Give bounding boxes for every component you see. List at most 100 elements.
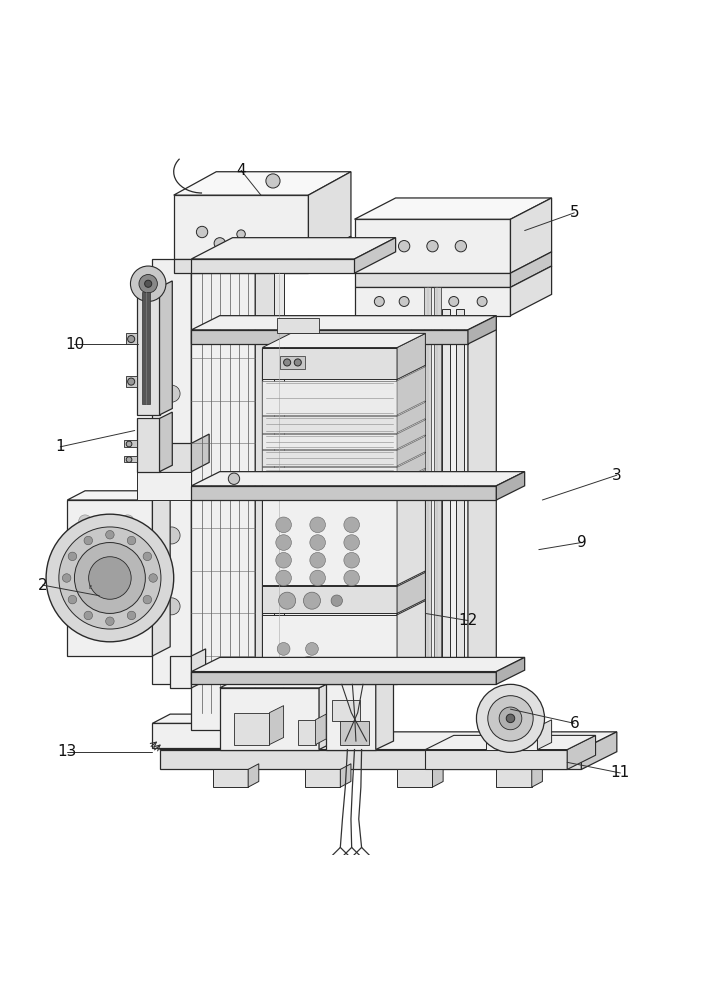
- Circle shape: [284, 359, 291, 366]
- Polygon shape: [191, 238, 396, 259]
- Polygon shape: [532, 764, 542, 787]
- Polygon shape: [397, 572, 425, 613]
- Bar: [274, 273, 284, 677]
- Polygon shape: [255, 243, 284, 730]
- Polygon shape: [397, 402, 425, 433]
- Circle shape: [298, 657, 318, 677]
- Polygon shape: [191, 259, 255, 730]
- Polygon shape: [567, 735, 596, 769]
- Polygon shape: [191, 672, 496, 684]
- Circle shape: [89, 557, 131, 599]
- Polygon shape: [397, 333, 425, 379]
- Polygon shape: [160, 412, 172, 472]
- Polygon shape: [262, 615, 397, 684]
- Bar: [442, 309, 450, 677]
- Polygon shape: [152, 443, 191, 472]
- Circle shape: [121, 600, 134, 613]
- Text: 9: 9: [576, 535, 586, 550]
- Circle shape: [303, 592, 320, 609]
- Circle shape: [130, 266, 166, 301]
- Circle shape: [163, 527, 180, 544]
- Polygon shape: [496, 769, 532, 787]
- Circle shape: [128, 336, 135, 343]
- Polygon shape: [124, 456, 137, 462]
- Polygon shape: [191, 316, 496, 330]
- Polygon shape: [160, 281, 172, 415]
- Polygon shape: [191, 259, 354, 273]
- Polygon shape: [432, 764, 443, 787]
- Polygon shape: [124, 440, 137, 447]
- Circle shape: [100, 515, 113, 528]
- Circle shape: [455, 241, 467, 252]
- Circle shape: [237, 230, 245, 238]
- Polygon shape: [262, 714, 280, 748]
- Circle shape: [121, 557, 134, 570]
- Polygon shape: [67, 491, 170, 500]
- Circle shape: [306, 643, 318, 655]
- Circle shape: [149, 574, 157, 582]
- Polygon shape: [468, 316, 496, 344]
- Circle shape: [196, 226, 208, 238]
- Circle shape: [266, 174, 280, 188]
- Circle shape: [79, 579, 91, 591]
- Circle shape: [344, 517, 359, 533]
- Circle shape: [476, 684, 545, 752]
- Circle shape: [276, 552, 291, 568]
- Text: 13: 13: [57, 744, 77, 759]
- Circle shape: [310, 570, 325, 586]
- Circle shape: [84, 611, 92, 620]
- Bar: [434, 287, 441, 663]
- Polygon shape: [191, 472, 525, 486]
- Circle shape: [374, 241, 385, 252]
- Circle shape: [344, 552, 359, 568]
- Circle shape: [106, 617, 114, 625]
- Polygon shape: [354, 198, 552, 219]
- Text: 3: 3: [612, 468, 622, 483]
- Polygon shape: [510, 252, 552, 287]
- Circle shape: [79, 536, 91, 549]
- Polygon shape: [170, 656, 191, 688]
- Polygon shape: [262, 484, 397, 499]
- Polygon shape: [262, 467, 397, 482]
- Circle shape: [143, 595, 152, 604]
- Polygon shape: [537, 720, 552, 750]
- Polygon shape: [305, 769, 340, 787]
- Circle shape: [344, 570, 359, 586]
- Polygon shape: [152, 723, 262, 748]
- Polygon shape: [397, 436, 425, 466]
- Polygon shape: [262, 333, 425, 348]
- Polygon shape: [152, 259, 191, 684]
- Polygon shape: [425, 735, 596, 750]
- Circle shape: [143, 552, 152, 561]
- Circle shape: [488, 696, 533, 741]
- Bar: [424, 287, 431, 663]
- Circle shape: [79, 600, 91, 613]
- Polygon shape: [137, 472, 191, 500]
- Circle shape: [279, 592, 296, 609]
- Polygon shape: [191, 250, 209, 684]
- Circle shape: [477, 297, 487, 306]
- Polygon shape: [411, 273, 468, 677]
- Polygon shape: [262, 416, 397, 433]
- Circle shape: [344, 535, 359, 550]
- Polygon shape: [248, 764, 259, 787]
- Circle shape: [74, 543, 145, 613]
- Polygon shape: [340, 764, 351, 787]
- Polygon shape: [126, 333, 137, 344]
- Polygon shape: [354, 219, 510, 273]
- Circle shape: [139, 275, 157, 293]
- Polygon shape: [262, 586, 397, 613]
- Polygon shape: [152, 714, 280, 723]
- Text: 12: 12: [458, 613, 478, 628]
- Polygon shape: [174, 172, 351, 195]
- Polygon shape: [496, 657, 525, 684]
- Polygon shape: [308, 236, 351, 273]
- Circle shape: [121, 515, 134, 528]
- Circle shape: [276, 535, 291, 550]
- Circle shape: [126, 441, 132, 447]
- Circle shape: [506, 714, 515, 723]
- Polygon shape: [152, 491, 170, 656]
- Circle shape: [310, 552, 325, 568]
- Polygon shape: [262, 348, 397, 379]
- Polygon shape: [354, 238, 396, 273]
